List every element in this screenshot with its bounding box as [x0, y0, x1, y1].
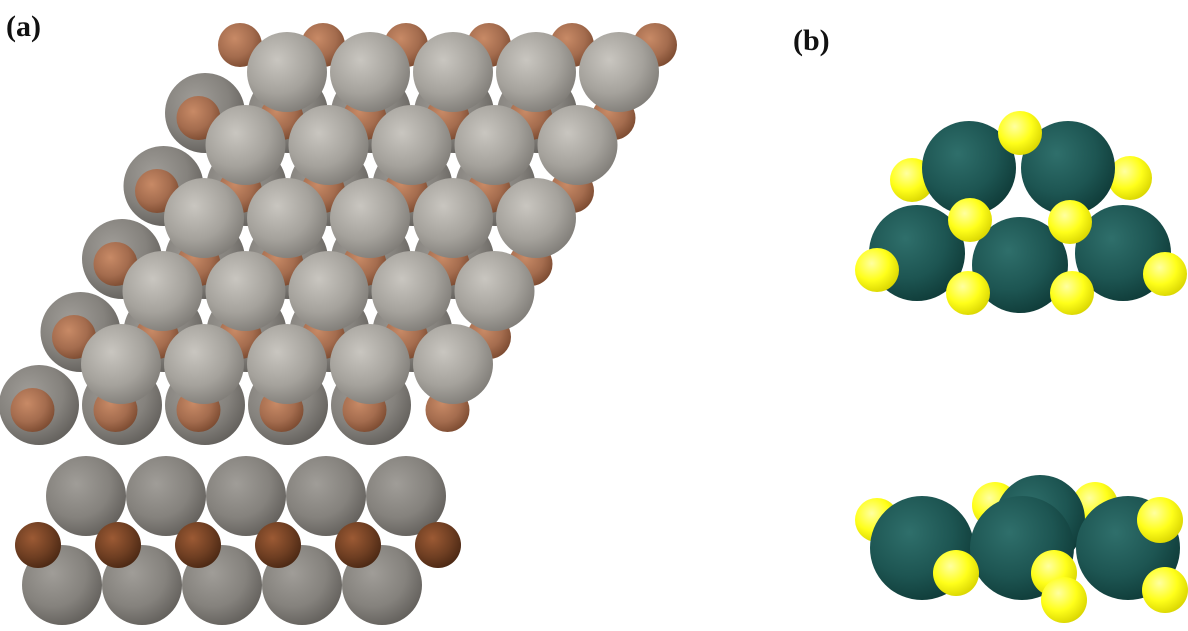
yellow-atom — [1041, 577, 1087, 623]
grey-atom-side-top — [46, 456, 126, 536]
grey-atom — [122, 251, 203, 331]
grey-atom — [247, 32, 327, 112]
yellow-atom — [1137, 497, 1183, 543]
panel-a-side-view — [15, 456, 461, 625]
grey-atom — [205, 251, 286, 331]
yellow-atom — [933, 550, 979, 596]
panel-label-a: (a) — [6, 10, 41, 43]
teal-atom — [1021, 121, 1115, 215]
grey-atom — [413, 324, 493, 404]
grey-atom — [164, 178, 244, 258]
grey-atom — [537, 105, 618, 185]
grey-atom — [371, 251, 452, 331]
yellow-atom — [1048, 200, 1092, 244]
yellow-atom — [1143, 252, 1187, 296]
brown-atom-side — [15, 522, 61, 568]
brown-atom-side — [255, 522, 301, 568]
grey-atom — [413, 178, 493, 258]
panel-b-top-view — [855, 111, 1187, 315]
grey-atom-side-top — [206, 456, 286, 536]
grey-atom — [454, 251, 535, 331]
brown-atom-side — [335, 522, 381, 568]
teal-atom — [972, 217, 1068, 313]
grey-atom — [371, 105, 452, 185]
yellow-atom — [1108, 156, 1152, 200]
grey-atom — [579, 32, 659, 112]
yellow-atom — [998, 111, 1042, 155]
teal-atom — [922, 121, 1016, 215]
yellow-atom — [1142, 567, 1188, 613]
yellow-atom — [948, 198, 992, 242]
grey-atom — [81, 324, 161, 404]
grey-atom-side-top — [286, 456, 366, 536]
grey-atom — [496, 178, 576, 258]
grey-atom — [164, 324, 244, 404]
grey-atom — [330, 324, 410, 404]
grey-atom — [496, 32, 576, 112]
grey-atom — [330, 178, 410, 258]
grey-atom — [288, 105, 369, 185]
grey-atom — [205, 105, 286, 185]
panel-b-side-view — [855, 475, 1188, 623]
grey-atom — [413, 32, 493, 112]
yellow-atom — [1050, 271, 1094, 315]
grey-atom-side-top — [126, 456, 206, 536]
grey-atom-side-top — [366, 456, 446, 536]
yellow-atom — [946, 271, 990, 315]
grey-atom — [247, 324, 327, 404]
grey-atom — [330, 32, 410, 112]
panel-label-b: (b) — [793, 24, 830, 57]
grey-atom — [247, 178, 327, 258]
grey-atom — [454, 105, 535, 185]
brown-atom-side — [415, 522, 461, 568]
brown-atom-side — [95, 522, 141, 568]
brown-atom-side — [175, 522, 221, 568]
yellow-atom — [855, 248, 899, 292]
grey-atom — [288, 251, 369, 331]
brown-atom — [10, 388, 55, 432]
panel-a-top-view — [0, 23, 677, 445]
